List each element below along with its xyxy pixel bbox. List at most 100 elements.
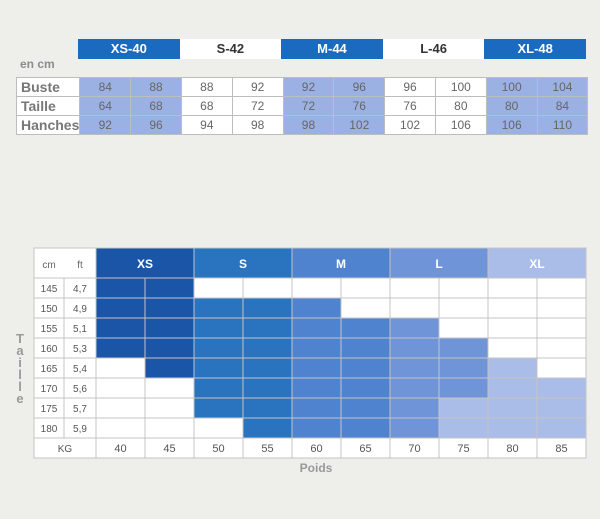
measurement-row-label: Buste (15, 77, 81, 97)
measurement-table-body: Buste 84 88 88 92 92 96 96 100 100 104 Taille 64 68 68… (15, 77, 589, 135)
measurement-cell: 102 (384, 115, 436, 135)
grid-cell (95, 417, 146, 439)
grid-cell (487, 317, 538, 339)
grid-cell (95, 357, 146, 379)
size-band-label: L (435, 257, 442, 271)
grid-cell (438, 277, 489, 299)
grid-cell (193, 357, 244, 379)
grid-cell (95, 277, 146, 299)
grid-cell (144, 297, 195, 319)
size-band-label: S (239, 257, 247, 271)
grid-cell (242, 317, 293, 339)
grid-cell (487, 357, 538, 379)
measurement-cell: 92 (79, 115, 132, 135)
weight-label: 70 (408, 443, 420, 455)
grid-cell (144, 377, 195, 399)
grid-cell (95, 397, 146, 419)
grid-cell (291, 317, 342, 339)
grid-cell (95, 317, 146, 339)
size-header-row: XS-40 S-42 M-44 L-46 XL-48 (78, 39, 586, 59)
measurement-cell: 96 (384, 77, 436, 97)
height-ft-label: 5,7 (73, 404, 87, 415)
grid-cell (291, 297, 342, 319)
measurement-cell: 98 (282, 115, 335, 135)
weight-label: 40 (114, 443, 126, 455)
grid-cell (242, 417, 293, 439)
grid-cell (144, 277, 195, 299)
grid-cell (242, 297, 293, 319)
grid-cell (487, 277, 538, 299)
height-ft-label: 5,4 (73, 364, 87, 375)
grid-cell (438, 337, 489, 359)
grid-cell (144, 317, 195, 339)
grid-cell (144, 417, 195, 439)
size-band-l (389, 247, 489, 279)
measurement-cell: 92 (282, 77, 335, 97)
grid-cell (438, 317, 489, 339)
grid-cell (487, 297, 538, 319)
size-header-xl: XL-48 (484, 39, 586, 59)
height-ft-label: 5,6 (73, 384, 87, 395)
measurement-row: Hanches 92 96 94 98 98 102 102 106 106 110 (15, 115, 589, 135)
measurement-cell: 98 (231, 115, 284, 135)
measurement-cell: 96 (333, 77, 386, 97)
weight-label: 50 (212, 443, 224, 455)
grid-cell (389, 317, 440, 339)
height-ft-label: 5,9 (73, 424, 87, 435)
grid-cell (536, 417, 587, 439)
height-cm-label: 155 (41, 324, 58, 335)
grid-cell (340, 417, 391, 439)
size-band-label: XS (137, 257, 153, 271)
grid-cell (536, 317, 587, 339)
weight-label: 65 (359, 443, 371, 455)
grid-cell (438, 377, 489, 399)
grid-cell (340, 357, 391, 379)
height-ft-label: 4,7 (73, 284, 87, 295)
height-cm-label: 170 (41, 384, 58, 395)
grid-cell (95, 297, 146, 319)
grid-cell (193, 337, 244, 359)
size-band-label: M (336, 257, 346, 271)
grid-cell (340, 297, 391, 319)
grid-cell (389, 337, 440, 359)
size-header-s: S-42 (179, 39, 282, 59)
grid-cell (389, 397, 440, 419)
weight-cell (536, 437, 587, 459)
grid-cell (340, 377, 391, 399)
grid-cell (389, 377, 440, 399)
grid-cell (291, 397, 342, 419)
grid-cell (487, 337, 538, 359)
grid-cell (340, 317, 391, 339)
grid-cell (144, 397, 195, 419)
measurement-cell: 92 (231, 77, 284, 97)
height-cm-label: 145 (41, 284, 58, 295)
corner-cm-label: cm (42, 260, 55, 271)
weight-label: 85 (555, 443, 567, 455)
grid-cell (438, 357, 489, 379)
grid-cell (291, 337, 342, 359)
grid-cell (291, 377, 342, 399)
height-ft-label: 5,3 (73, 344, 87, 355)
grid-cell (340, 397, 391, 419)
grid-cell (193, 397, 244, 419)
measurement-cell: 64 (79, 96, 132, 116)
measurement-cell: 106 (434, 115, 487, 135)
grid-cell (536, 357, 587, 379)
grid-cell (193, 317, 244, 339)
weight-label: 45 (163, 443, 175, 455)
measurement-cell: 110 (536, 115, 589, 135)
height-cm-label: 180 (41, 424, 58, 435)
grid-cell (438, 297, 489, 319)
grid-cell (242, 397, 293, 419)
grid-cell (536, 337, 587, 359)
measurement-cell: 96 (130, 115, 182, 135)
grid-cell (291, 417, 342, 439)
grid-cell (193, 297, 244, 319)
grid-cell (291, 357, 342, 379)
grid-cell (536, 397, 587, 419)
size-header-m: M-44 (281, 39, 383, 59)
size-band-xs (95, 247, 195, 279)
x-axis-title: Poids (300, 461, 333, 475)
grid-cell (242, 357, 293, 379)
